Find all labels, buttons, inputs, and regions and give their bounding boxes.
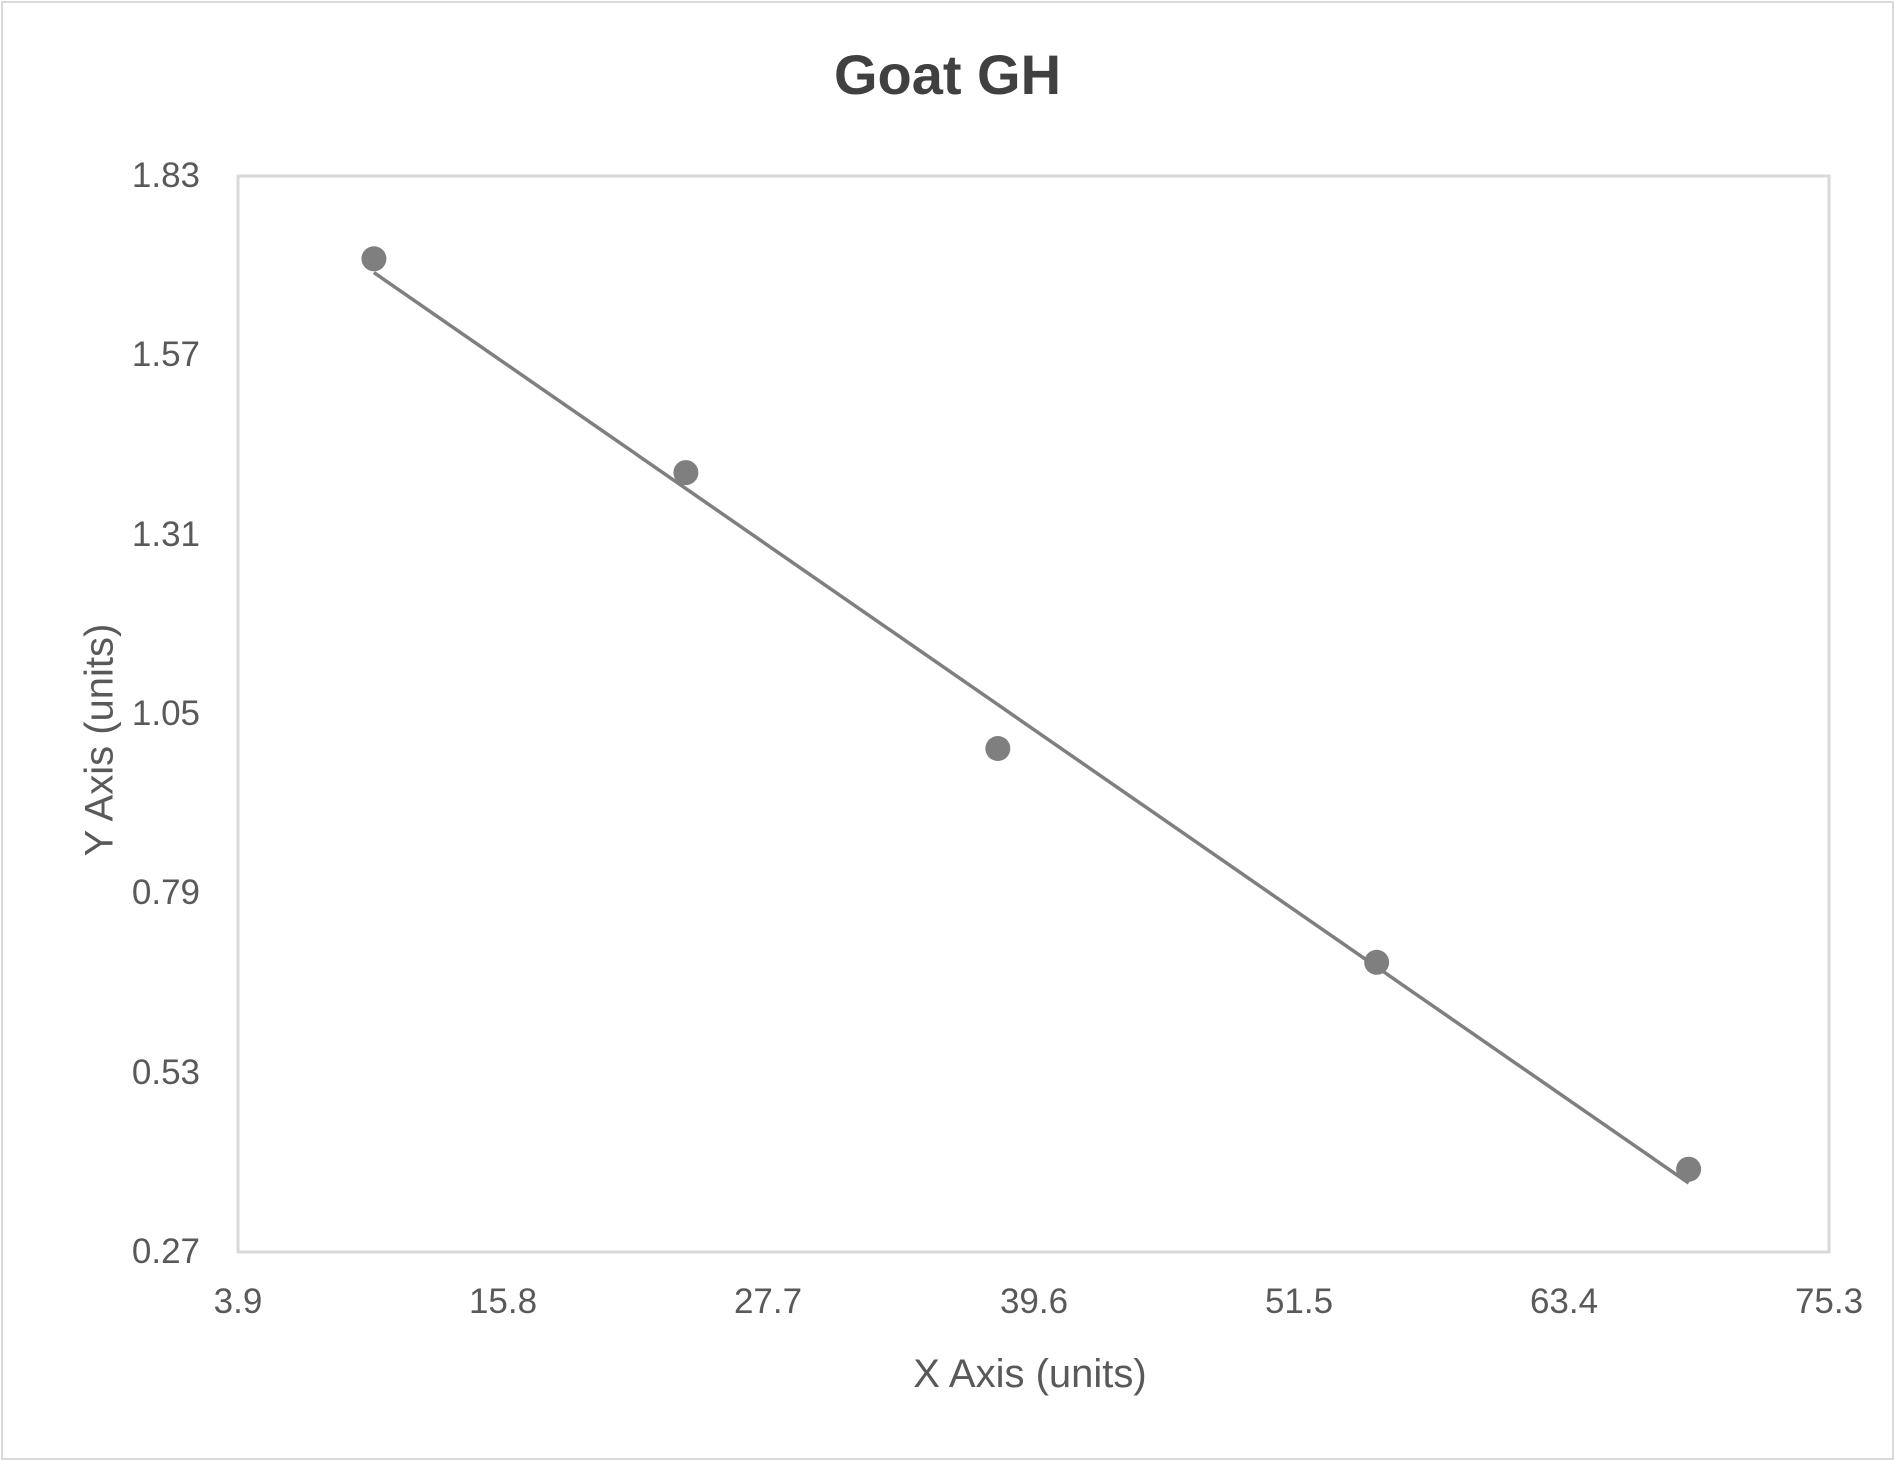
trendline-segment: [372, 271, 1690, 1185]
x-tick-label: 15.8: [468, 1282, 538, 1321]
x-tick-label: 3.9: [213, 1282, 263, 1321]
data-point-marker: [985, 735, 1011, 761]
y-tick-label: 1.31: [131, 515, 200, 554]
y-tick-label: 1.57: [131, 335, 200, 374]
data-point-marker: [1676, 1156, 1702, 1182]
x-tick-label: 51.5: [1264, 1282, 1334, 1321]
x-tick-label: 63.4: [1529, 1282, 1599, 1321]
chart-title: Goat GH: [833, 43, 1062, 106]
y-tick-label: 1.83: [131, 156, 200, 195]
trendline: [372, 271, 1690, 1185]
x-tick-label: 27.7: [733, 1282, 803, 1321]
x-tick-label: 75.3: [1794, 1282, 1864, 1321]
x-tick-label: 39.6: [999, 1282, 1069, 1321]
data-point-marker: [673, 460, 699, 486]
y-tick-label: 0.27: [131, 1232, 200, 1271]
data-points: [361, 246, 1702, 1182]
plot-border: [236, 174, 1831, 1254]
y-tick-label: 1.05: [131, 694, 200, 733]
y-tick-label: 0.53: [131, 1053, 200, 1092]
x-axis-label: X Axis (units): [913, 1352, 1147, 1396]
data-point-marker: [1364, 949, 1390, 975]
data-point-marker: [361, 246, 387, 272]
y-tick-label: 0.79: [131, 873, 200, 912]
